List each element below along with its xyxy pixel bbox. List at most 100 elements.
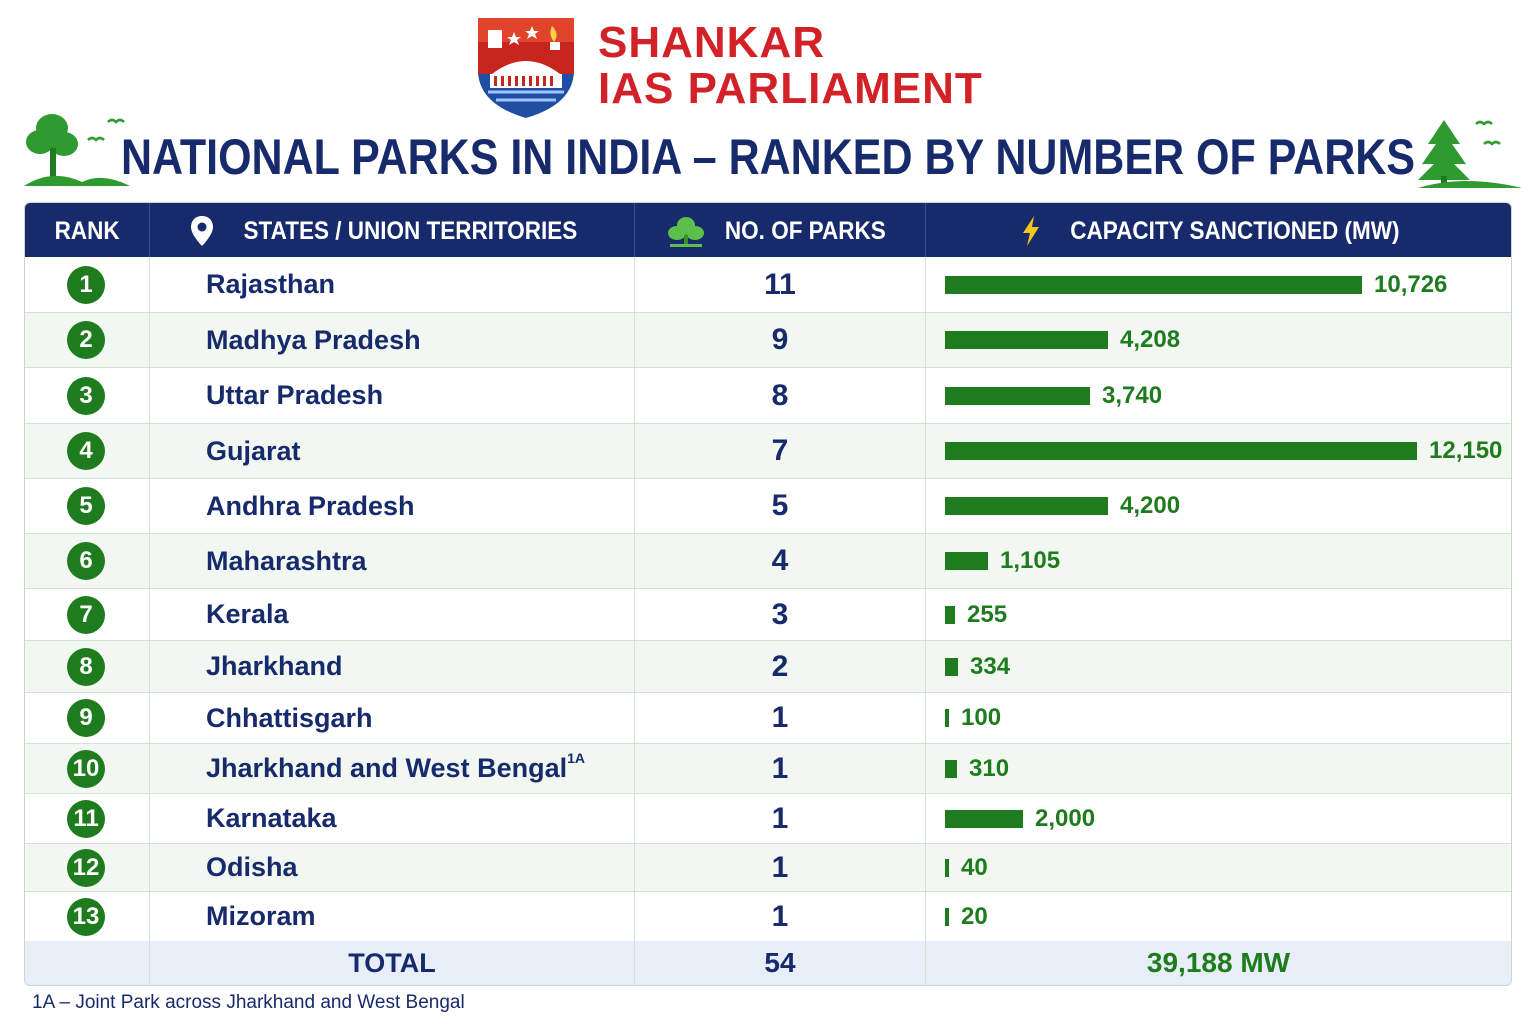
rank-badge: 9 — [67, 699, 105, 737]
table-row: 12 Odisha 1 40 — [25, 844, 1511, 892]
state-name-text: Chhattisgarh — [206, 702, 373, 733]
rank-badge: 6 — [67, 542, 105, 580]
capacity-value: 3,740 — [1102, 381, 1163, 409]
state-name-text: Maharashtra — [206, 545, 367, 576]
parks-count: 7 — [771, 434, 789, 467]
capacity-bar — [945, 907, 949, 926]
state-name: Mizoram — [150, 901, 316, 932]
state-name: Maharashtra — [150, 546, 367, 577]
capacity-bar — [945, 442, 1417, 460]
capacity-bar — [945, 858, 949, 877]
capacity-value: 4,200 — [1120, 492, 1181, 519]
state-name-text: Uttar Pradesh — [206, 380, 384, 410]
parks-count: 1 — [771, 751, 789, 785]
state-name: Odisha — [150, 852, 298, 883]
footnote: 1A – Joint Park across Jharkhand and Wes… — [32, 992, 465, 1013]
rank-badge: 10 — [67, 749, 105, 788]
parks-count: 8 — [771, 378, 789, 412]
table-row: 4 Gujarat 7 12,150 — [25, 424, 1511, 479]
parks-count: 1 — [771, 801, 789, 835]
header: SHANKAR IAS PARLIAMENT NATIONAL PARKS IN… — [0, 0, 1536, 200]
rank-badge: 12 — [67, 848, 105, 887]
table-row: 6 Maharashtra 4 1,105 — [25, 534, 1511, 589]
state-name: Gujarat — [150, 436, 301, 467]
brand-line-1: SHANKAR — [598, 18, 825, 67]
rank-badge: 2 — [67, 321, 105, 359]
table-row: 8 Jharkhand 2 334 — [25, 641, 1511, 693]
parks-count: 1 — [771, 701, 789, 734]
parks-count: 4 — [771, 544, 789, 577]
capacity-value: 40 — [961, 853, 988, 881]
pine-tree-birds-icon — [1418, 120, 1522, 188]
capacity-bar — [945, 552, 988, 570]
state-name-text: Karnataka — [206, 803, 337, 833]
parks-count: 5 — [771, 489, 789, 522]
tree-icon — [667, 217, 704, 248]
rank-badge: 5 — [67, 487, 105, 525]
capacity-value: 2,000 — [1035, 804, 1096, 832]
header-capacity: CAPACITY SANCTIONED (MW) — [926, 203, 1511, 257]
state-name: Madhya Pradesh — [150, 325, 421, 356]
state-name-text: Jharkhand and West Bengal — [206, 753, 568, 783]
state-name: Rajasthan — [150, 269, 335, 300]
location-pin-icon — [190, 216, 213, 247]
parliament-shield-logo — [478, 18, 574, 118]
capacity-bar — [945, 657, 958, 676]
header-parks-label: NO. OF PARKS — [724, 217, 886, 246]
capacity-value: 12,150 — [1429, 437, 1503, 464]
rank-badge: 4 — [67, 432, 105, 470]
capacity-bar — [945, 709, 949, 727]
state-name-text: Gujarat — [206, 435, 301, 466]
capacity-value: 100 — [961, 704, 1002, 731]
lightning-icon — [1022, 216, 1039, 247]
parks-count: 2 — [771, 649, 789, 683]
state-name-text: Kerala — [206, 599, 289, 629]
brand-name: SHANKAR IAS PARLIAMENT — [598, 20, 983, 112]
table-row: 11 Karnataka 1 2,000 — [25, 794, 1511, 844]
state-name-text: Madhya Pradesh — [206, 324, 421, 355]
table-header: RANK STATES / UNION TERRITORIES NO. OF P… — [25, 203, 1511, 257]
header-rank: RANK — [25, 203, 149, 257]
state-name-text: Mizoram — [206, 901, 316, 931]
capacity-bar — [945, 809, 1023, 828]
state-name-text: Andhra Pradesh — [206, 490, 415, 521]
table-row: 2 Madhya Pradesh 9 4,208 — [25, 313, 1511, 368]
state-name: Kerala — [150, 599, 289, 630]
parks-count: 11 — [764, 267, 796, 301]
tree-birds-icon — [24, 114, 130, 186]
table-row: 7 Kerala 3 255 — [25, 589, 1511, 641]
capacity-bar — [945, 605, 955, 624]
table-row: 10 Jharkhand and West Bengal1A 1 310 — [25, 744, 1511, 794]
header-parks: NO. OF PARKS — [635, 203, 925, 257]
state-name: Andhra Pradesh — [150, 491, 415, 522]
page-title: NATIONAL PARKS IN INDIA – RANKED BY NUMB… — [120, 129, 1416, 185]
header-state: STATES / UNION TERRITORIES — [150, 203, 634, 257]
parks-count: 3 — [771, 597, 789, 631]
header-rank-label: RANK — [54, 217, 120, 246]
total-parks: 54 — [764, 947, 796, 978]
state-name-text: Jharkhand — [206, 651, 343, 681]
header-capacity-label: CAPACITY SANCTIONED (MW) — [1069, 217, 1400, 246]
parks-count: 9 — [771, 323, 789, 356]
footnote-marker: 1A — [567, 750, 585, 766]
rank-badge: 1 — [67, 265, 105, 304]
state-name-text: Odisha — [206, 852, 298, 882]
state-name: Jharkhand and West Bengal1A — [150, 750, 585, 784]
capacity-bar — [945, 386, 1090, 405]
total-capacity: 39,188 MW — [1146, 947, 1291, 978]
total-row: TOTAL 54 39,188 MW — [25, 941, 1511, 985]
total-label: TOTAL — [348, 947, 436, 978]
capacity-value: 10,726 — [1374, 270, 1448, 298]
header-state-label: STATES / UNION TERRITORIES — [243, 217, 577, 246]
rank-badge: 8 — [67, 647, 105, 686]
rank-badge: 11 — [67, 799, 105, 838]
parks-count: 1 — [771, 899, 789, 933]
brand-logo: SHANKAR IAS PARLIAMENT — [474, 12, 1074, 122]
state-name: Uttar Pradesh — [150, 380, 383, 411]
brand-line-2: IAS PARLIAMENT — [598, 64, 983, 113]
parks-count: 1 — [771, 850, 789, 884]
table-row: 9 Chhattisgarh 1 100 — [25, 693, 1511, 744]
state-name: Chhattisgarh — [150, 703, 373, 734]
capacity-value: 4,208 — [1120, 326, 1181, 353]
table-row: 5 Andhra Pradesh 5 4,200 — [25, 479, 1511, 534]
